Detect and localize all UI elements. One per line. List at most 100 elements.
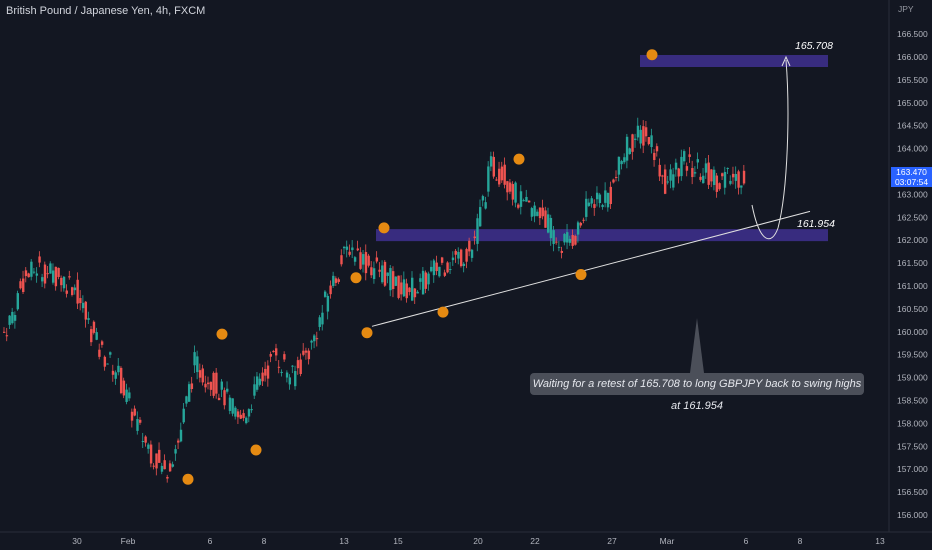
candle-body [117, 365, 120, 373]
candle-body [76, 279, 79, 304]
time-tick-label: 27 [607, 536, 617, 546]
candle-body [685, 166, 689, 171]
arrow-head-icon [781, 55, 791, 67]
candle-body [389, 268, 392, 291]
candle-body [655, 146, 659, 152]
candle-body [187, 384, 191, 402]
candle-body [402, 279, 406, 297]
candle-body [326, 295, 330, 312]
candle-body [364, 252, 368, 274]
candle-body [514, 182, 517, 203]
time-tick-label: 13 [875, 536, 885, 546]
candle-body [525, 196, 528, 202]
candle-body [318, 317, 321, 327]
candle-body [46, 273, 49, 275]
candle-body [571, 235, 574, 246]
price-tick-label: 157.000 [897, 464, 928, 474]
candle-body [182, 408, 185, 423]
candle-body [158, 449, 161, 463]
candle-body [381, 265, 384, 283]
candle-body [702, 175, 705, 184]
candle-body [160, 465, 164, 472]
candle-body [269, 353, 272, 357]
candle-body [109, 352, 112, 355]
candle-body [223, 390, 226, 406]
symbol-title[interactable]: British Pound / Japanese Yen, 4h, FXCM [6, 5, 206, 17]
candle-body [468, 240, 471, 252]
candles [3, 117, 746, 483]
candle-body [424, 272, 427, 289]
price-tick-label: 162.500 [897, 212, 928, 222]
candle-body [587, 202, 591, 206]
candle-body [277, 366, 281, 368]
candle-body [383, 261, 387, 286]
candle-body [547, 214, 550, 233]
candle-body [625, 136, 629, 161]
resistance-level-label: 165.708 [795, 40, 833, 52]
candle-body [484, 202, 487, 209]
candle-body [228, 397, 232, 411]
candle-body [631, 134, 634, 152]
candle-body [144, 436, 147, 443]
projected-path-arrow [751, 59, 789, 240]
candle-body [8, 315, 11, 325]
candle-body [454, 250, 457, 255]
time-tick-label: Mar [660, 536, 675, 546]
candle-body [149, 444, 153, 464]
candle-body [38, 256, 41, 263]
candle-body [294, 371, 297, 387]
candle-body [280, 371, 283, 373]
candle-body [111, 370, 115, 375]
candle-body [264, 368, 267, 376]
candle-body [413, 288, 417, 298]
price-tick-label: 164.500 [897, 121, 928, 131]
candle-body [253, 384, 256, 396]
candle-body [207, 382, 210, 385]
candle-body [462, 263, 466, 266]
candle-body [79, 298, 82, 304]
candle-body [408, 287, 411, 293]
candle-body [152, 465, 155, 467]
candle-body [419, 278, 422, 282]
candle-body [242, 413, 245, 419]
candle-body [220, 381, 223, 390]
candle-body [487, 166, 490, 192]
candle-body [177, 440, 180, 443]
candle-body [125, 389, 128, 402]
candle-body [332, 275, 335, 287]
swing-point-marker [250, 444, 262, 456]
candle-body [628, 148, 631, 155]
candle-body [334, 278, 338, 283]
candle-body [345, 246, 349, 250]
candle-body [119, 367, 123, 394]
candle-body [604, 190, 607, 203]
candle-body [90, 329, 93, 343]
last-price-value: 163.470 [896, 167, 927, 177]
candle-body [598, 194, 602, 204]
candle-body [726, 167, 729, 169]
candle-body [272, 351, 275, 353]
candle-body [41, 277, 44, 282]
candle-body [672, 174, 675, 188]
candle-body [285, 372, 289, 378]
time-tick-label: 6 [208, 536, 213, 546]
candle-body [217, 397, 221, 401]
candle-body [291, 365, 294, 367]
candle-body [185, 396, 188, 404]
swing-point-marker [575, 269, 587, 281]
candle-body [527, 200, 531, 203]
candle-body [498, 168, 501, 185]
candle-body [92, 321, 96, 333]
candle-body [122, 380, 126, 396]
candle-body [288, 377, 291, 385]
time-tick-label: 30 [72, 536, 82, 546]
candle-body [609, 186, 612, 205]
candle-body [427, 273, 430, 285]
candle-body [239, 414, 243, 419]
candle-body [343, 246, 346, 249]
candle-body [198, 370, 202, 378]
candle-body [348, 251, 351, 255]
candle-body [617, 156, 621, 175]
candle-body [541, 207, 544, 217]
